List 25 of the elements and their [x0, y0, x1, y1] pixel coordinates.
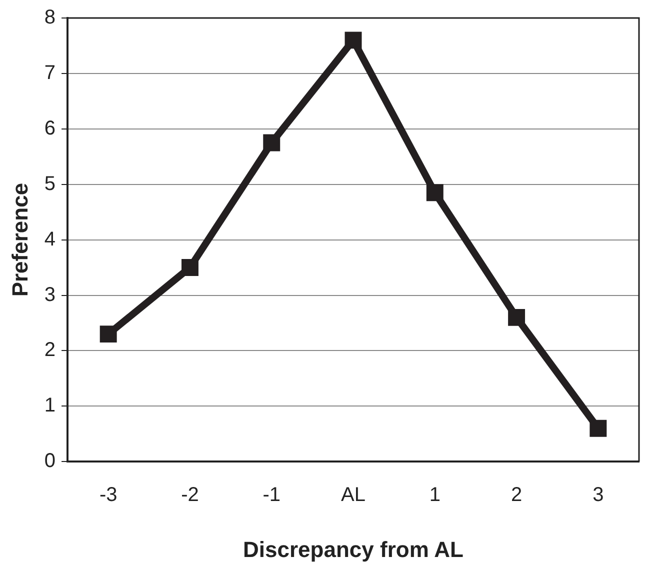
x-tick-label: -3	[99, 484, 118, 506]
x-tick-label: AL	[341, 484, 366, 506]
x-tick-label: -1	[262, 484, 281, 506]
y-tick-label: 0	[44, 450, 56, 472]
point	[426, 184, 444, 202]
x-tick-label: 1	[429, 484, 440, 506]
point	[181, 259, 198, 276]
point	[263, 134, 280, 152]
y-tick-label: 4	[44, 228, 56, 250]
point	[100, 326, 117, 343]
y-tick-label: 5	[44, 172, 56, 195]
point	[508, 308, 526, 326]
x-tick-label: -2	[181, 484, 199, 506]
y-tick-label: 2	[44, 339, 56, 362]
point	[344, 32, 362, 49]
x-tick-label: 3	[592, 484, 604, 506]
y-tick-label: 3	[44, 284, 56, 306]
y-tick-label: 1	[44, 394, 56, 417]
y-tick-label: 8	[44, 6, 56, 29]
x-axis-title: Discrepancy from AL	[243, 536, 464, 562]
y-tick-label: 6	[44, 117, 56, 140]
x-tick-label: 2	[510, 484, 522, 506]
y-tick-label: 7	[44, 62, 56, 84]
y-axis-title: Preference	[7, 182, 32, 297]
point	[590, 420, 607, 437]
